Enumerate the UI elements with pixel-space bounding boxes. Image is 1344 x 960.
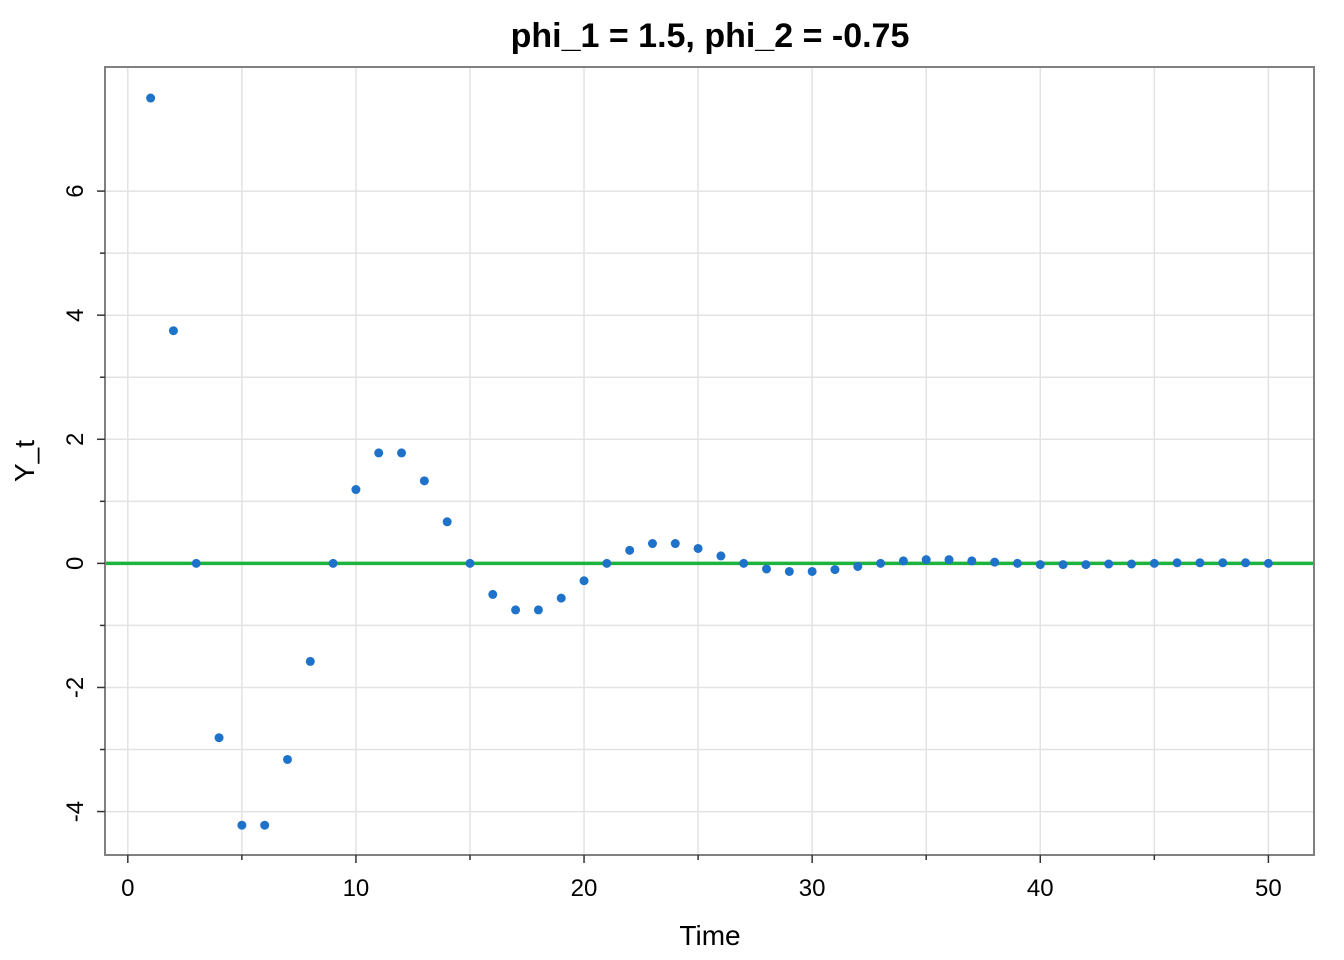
data-point [876, 558, 886, 568]
data-point [784, 566, 794, 576]
x-tick-label: 0 [121, 875, 134, 902]
x-tick-label: 50 [1255, 875, 1282, 902]
data-point [556, 593, 566, 603]
data-point [351, 485, 361, 495]
data-point [739, 558, 749, 568]
data-point [442, 517, 452, 527]
data-point [670, 539, 680, 549]
data-point [1081, 560, 1091, 570]
y-axis-label: Y_t [9, 440, 40, 482]
data-point [921, 555, 931, 565]
data-point [1012, 558, 1022, 568]
data-point [716, 551, 726, 561]
x-tick-label: 30 [799, 875, 826, 902]
data-points [146, 93, 1273, 830]
data-point [1263, 558, 1273, 568]
data-point [602, 558, 612, 568]
y-tick-label: 6 [62, 184, 89, 197]
y-tick-label: -2 [62, 677, 89, 698]
data-point [305, 656, 315, 666]
y-axis: -4 -2 0 2 4 6 [62, 184, 105, 822]
data-point [146, 93, 156, 103]
data-point [1035, 560, 1045, 570]
data-point [374, 448, 384, 458]
x-tick-label: 40 [1027, 875, 1054, 902]
data-point [944, 555, 954, 565]
data-point [967, 556, 977, 566]
data-point [1241, 558, 1251, 568]
data-point [191, 558, 201, 568]
data-point [762, 564, 772, 574]
data-point [328, 558, 338, 568]
data-point [898, 556, 908, 566]
data-point [488, 589, 498, 599]
data-point [237, 820, 247, 830]
data-point [830, 565, 840, 575]
x-tick-label: 10 [343, 875, 370, 902]
data-point [1104, 559, 1114, 569]
y-tick-label: 0 [62, 557, 89, 570]
data-point [853, 561, 863, 571]
x-axis-label: Time [679, 920, 740, 951]
data-point [1218, 558, 1228, 568]
data-point [282, 754, 292, 764]
data-point [647, 539, 657, 549]
y-tick-label: 4 [62, 309, 89, 322]
data-point [1195, 558, 1205, 568]
data-point [1058, 560, 1068, 570]
data-point [1149, 558, 1159, 568]
data-point [214, 733, 224, 743]
data-point [511, 605, 521, 615]
data-point [579, 576, 589, 586]
data-point [465, 558, 475, 568]
grid [105, 67, 1314, 855]
data-point [625, 545, 635, 555]
plot-frame [104, 66, 1315, 856]
data-point [990, 557, 1000, 567]
data-point [1127, 559, 1137, 569]
y-tick-label: 2 [62, 433, 89, 446]
chart-title: phi_1 = 1.5, phi_2 = -0.75 [511, 17, 910, 55]
data-point [533, 605, 543, 615]
data-point [397, 448, 407, 458]
data-point [260, 820, 270, 830]
y-tick-label: -4 [62, 801, 89, 822]
x-axis: 0 10 20 30 40 50 [121, 855, 1282, 902]
data-point [419, 476, 429, 486]
data-point [807, 566, 817, 576]
x-tick-label: 20 [571, 875, 598, 902]
data-point [1172, 558, 1182, 568]
data-point [693, 543, 703, 553]
data-point [168, 326, 178, 336]
